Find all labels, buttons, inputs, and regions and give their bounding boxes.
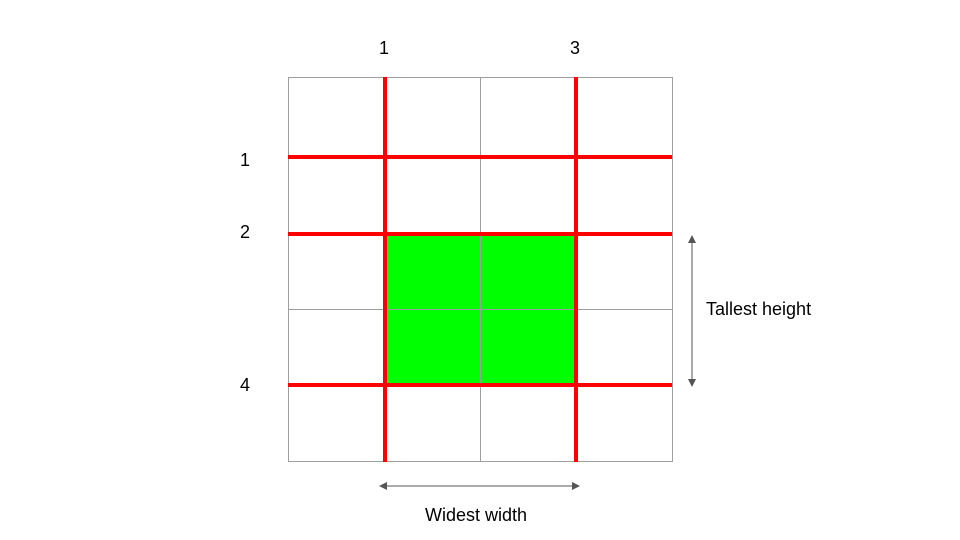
row-label-1: 1 — [240, 150, 250, 170]
row-label-2: 2 — [240, 222, 250, 242]
column-label-3: 3 — [570, 38, 580, 58]
height-label: Tallest height — [706, 299, 811, 319]
width-label: Widest width — [425, 505, 527, 525]
row-label-4: 4 — [240, 375, 250, 395]
column-label-1: 1 — [379, 38, 389, 58]
grid — [288, 77, 673, 462]
highlight-lines — [288, 77, 672, 462]
